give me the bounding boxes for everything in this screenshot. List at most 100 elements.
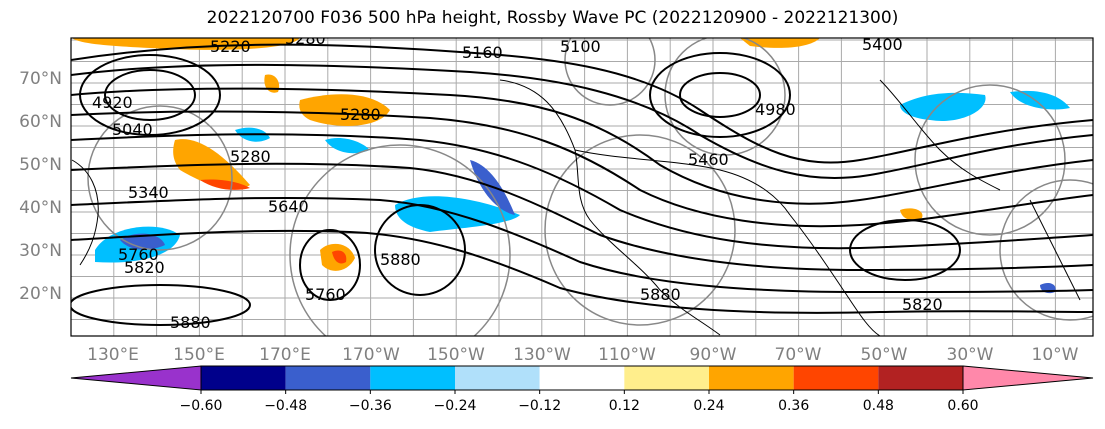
colorbar-tick-label: 0.48: [863, 398, 894, 414]
gray-contour: [999, 179, 1093, 321]
colorbar-tick-label: −0.48: [264, 398, 307, 414]
longitude-label: 130°E: [87, 345, 139, 365]
colorbar-tick-label: −0.24: [434, 398, 477, 414]
contour-label: 5880: [380, 250, 421, 269]
contour-label: 5880: [170, 313, 211, 332]
longitude-axis: 130°E 150°E 170°E 170°W 150°W 130°W 110°…: [87, 345, 1079, 365]
contour-label: 5760: [118, 245, 159, 264]
colorbar-segment: [878, 366, 963, 390]
latitude-label: 20°N: [19, 284, 62, 304]
longitude-label: 30°W: [947, 345, 994, 365]
colorbar-upper-extend: [962, 365, 1094, 391]
colorbar-segment: [370, 366, 455, 390]
longitude-label: 50°W: [861, 345, 908, 365]
longitude-label: 110°W: [598, 345, 656, 365]
closed-height-contour: [299, 229, 361, 301]
height-contour: [71, 229, 1093, 314]
lat-lon-grid: [71, 38, 1093, 336]
gray-contour: [544, 134, 736, 326]
contour-label: 5400: [862, 35, 903, 54]
latitude-label: 50°N: [19, 155, 62, 175]
height-contour: [71, 162, 1093, 272]
longitude-label: 170°W: [342, 345, 400, 365]
colorbar-segment: [709, 366, 794, 390]
closed-height-contour: [849, 219, 961, 281]
colorbar-segment: [455, 366, 540, 390]
gray-contours: [87, 38, 1093, 336]
closed-height-contour: [104, 69, 196, 121]
latitude-label: 60°N: [19, 112, 62, 132]
latitude-label: 30°N: [19, 241, 62, 261]
coastline: [1029, 199, 1081, 301]
closed-height-contour: [374, 204, 466, 296]
height-contours: [71, 43, 1093, 326]
colorbar-tick-label: −0.36: [349, 398, 392, 414]
longitude-label: 70°W: [775, 345, 822, 365]
contour-label: 5820: [902, 295, 943, 314]
contour-label: 4920: [92, 93, 133, 112]
longitude-label: 150°W: [427, 345, 485, 365]
contour-label: 5040: [112, 120, 153, 139]
colorbar-lower-extend: [70, 365, 202, 391]
colorbar-segment: [793, 366, 879, 390]
positive-anomaly-region: [332, 250, 347, 264]
longitude-label: 90°W: [690, 345, 737, 365]
contour-label: 5340: [128, 183, 169, 202]
height-contour: [71, 196, 1093, 294]
colorbar-tick-label: 0.24: [693, 398, 724, 414]
coastline: [71, 159, 99, 266]
colorbar-segment: [201, 366, 286, 390]
gray-contour: [914, 84, 1066, 236]
gray-contour: [664, 38, 786, 156]
longitude-label: 150°E: [173, 345, 225, 365]
contour-label: 5100: [560, 37, 601, 56]
contour-label: 5160: [462, 43, 503, 62]
contour-label: 5460: [688, 150, 729, 169]
gray-contour: [87, 105, 233, 251]
contour-label: 4980: [755, 100, 796, 119]
contour-label: 5280: [230, 147, 271, 166]
positive-anomaly-region: [72, 38, 300, 50]
latitude-axis: 70°N 60°N 50°N 40°N 30°N 20°N: [19, 69, 62, 304]
colorbar-tick-label: −0.60: [180, 398, 223, 414]
negative-anomaly-region: [1010, 90, 1070, 110]
negative-anomaly-region: [120, 233, 165, 250]
height-contour: [71, 63, 1093, 180]
plot-border: [70, 37, 1094, 337]
closed-height-contour: [679, 72, 761, 118]
contour-label: 5280: [340, 105, 381, 124]
gray-contour: [564, 38, 656, 106]
height-contour: [71, 87, 1093, 205]
contour-label: 5640: [268, 197, 309, 216]
contour-labels: 5220 5280 5160 5100 5400 4980 4920 5040 …: [92, 29, 943, 332]
longitude-label: 130°W: [513, 345, 571, 365]
gray-contour: [289, 144, 511, 336]
colorbar: −0.60 −0.48 −0.36 −0.24 −0.12 0.12 0.24 0.36 0.4…: [70, 365, 1094, 414]
height-contour: [71, 133, 1093, 250]
longitude-label: 10°W: [1032, 345, 1079, 365]
contour-label: 5760: [305, 285, 346, 304]
coastline: [499, 79, 721, 336]
colorbar-segment: [624, 366, 709, 390]
contour-label: 5820: [124, 258, 165, 277]
positive-anomaly-region: [200, 179, 250, 190]
height-contour: [71, 43, 1093, 164]
positive-anomaly-region: [900, 208, 923, 220]
negative-anomaly-region: [325, 138, 370, 154]
colorbar-tick-label: 0.12: [609, 398, 640, 414]
height-contour: [71, 110, 1093, 228]
negative-anomaly-region: [900, 92, 986, 121]
positive-anomaly-region: [299, 94, 390, 126]
closed-height-contour: [79, 54, 221, 136]
coastline: [574, 149, 791, 216]
closed-height-contour: [71, 284, 251, 326]
coastlines: [71, 79, 1081, 336]
colorbar-tick-label: 0.36: [778, 398, 809, 414]
colorbar-segment: [285, 366, 371, 390]
colorbar-segment: [539, 366, 625, 390]
colorbar-tick-label: −0.12: [518, 398, 561, 414]
longitude-label: 170°E: [259, 345, 311, 365]
contour-label: 5280: [285, 29, 326, 48]
coastline: [879, 79, 1001, 191]
